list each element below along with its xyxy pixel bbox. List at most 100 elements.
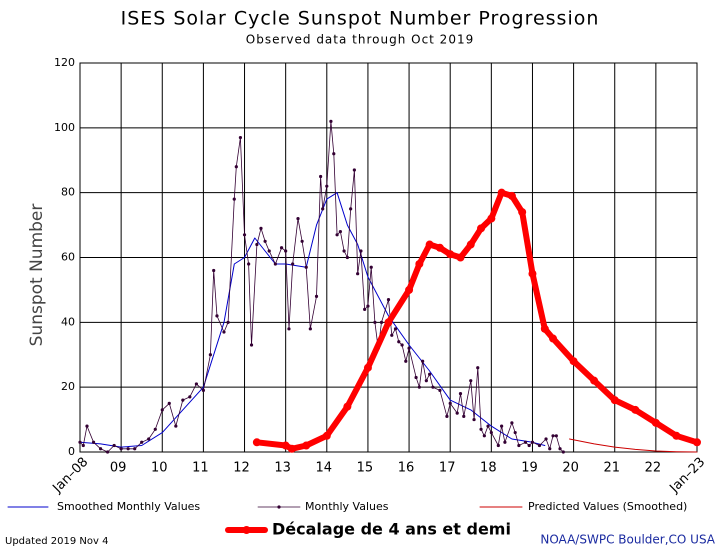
x-tick-label: 09 bbox=[110, 461, 127, 476]
data-point bbox=[407, 346, 411, 350]
data-point bbox=[500, 424, 504, 428]
data-point bbox=[554, 434, 558, 438]
data-point bbox=[105, 450, 110, 454]
data-point bbox=[325, 184, 329, 188]
data-point bbox=[255, 242, 259, 247]
data-point bbox=[558, 447, 562, 451]
data-point bbox=[472, 417, 476, 422]
data-point bbox=[651, 418, 660, 427]
data-point bbox=[507, 191, 516, 200]
data-point bbox=[363, 307, 367, 311]
data-point bbox=[91, 440, 96, 444]
data-point bbox=[153, 427, 157, 431]
data-point bbox=[273, 262, 277, 266]
data-point bbox=[482, 434, 486, 438]
data-point bbox=[85, 424, 89, 428]
data-point bbox=[486, 424, 490, 428]
chart-title: ISES Solar Cycle Sunspot Number Progress… bbox=[121, 8, 600, 30]
data-point bbox=[147, 437, 151, 441]
data-point bbox=[363, 363, 372, 372]
data-point bbox=[590, 376, 599, 385]
x-tick-label: 13 bbox=[274, 461, 291, 476]
data-point bbox=[527, 443, 531, 448]
data-point bbox=[425, 240, 434, 249]
data-point bbox=[222, 330, 226, 334]
data-point bbox=[343, 402, 352, 411]
data-point bbox=[369, 265, 373, 269]
data-point bbox=[359, 249, 363, 253]
data-point bbox=[405, 285, 414, 294]
data-point bbox=[445, 414, 449, 418]
data-point bbox=[160, 408, 164, 412]
data-point bbox=[610, 396, 619, 405]
data-point bbox=[421, 359, 425, 363]
data-point bbox=[302, 441, 311, 450]
y-tick-label: 80 bbox=[61, 186, 75, 199]
data-point bbox=[479, 427, 483, 431]
data-point bbox=[356, 272, 360, 276]
data-point bbox=[672, 431, 681, 440]
x-tick-label: 20 bbox=[562, 461, 579, 476]
data-point bbox=[530, 440, 535, 444]
data-point bbox=[174, 424, 178, 428]
data-point bbox=[458, 392, 463, 396]
data-point bbox=[308, 327, 312, 331]
data-point bbox=[226, 320, 230, 324]
data-point bbox=[329, 119, 333, 123]
data-point bbox=[540, 324, 549, 333]
data-point bbox=[561, 450, 565, 454]
data-point bbox=[466, 240, 475, 249]
data-point bbox=[322, 431, 331, 440]
data-point bbox=[404, 359, 408, 363]
data-point bbox=[335, 233, 339, 237]
data-point bbox=[517, 443, 521, 448]
data-point bbox=[424, 379, 428, 383]
x-tick-label: 11 bbox=[192, 461, 209, 476]
plot-frame bbox=[79, 62, 698, 453]
data-point bbox=[503, 440, 507, 444]
data-point bbox=[551, 434, 555, 438]
x-tick-label: 12 bbox=[233, 461, 250, 476]
legend-label: Monthly Values bbox=[305, 500, 389, 513]
data-point bbox=[544, 437, 548, 441]
data-point bbox=[528, 269, 537, 278]
data-point bbox=[181, 398, 185, 402]
data-point bbox=[497, 188, 506, 197]
y-tick-label: 60 bbox=[61, 251, 75, 264]
data-point bbox=[523, 440, 528, 444]
data-point bbox=[352, 168, 356, 172]
data-point bbox=[281, 441, 290, 450]
data-point bbox=[263, 239, 267, 243]
x-tick-label: 16 bbox=[398, 461, 415, 476]
data-point bbox=[133, 447, 137, 451]
data-point bbox=[438, 388, 442, 393]
data-point bbox=[548, 447, 552, 451]
data-point bbox=[279, 246, 284, 250]
data-point bbox=[291, 262, 295, 266]
data-point bbox=[549, 334, 558, 343]
data-point bbox=[98, 447, 103, 451]
data-point bbox=[208, 353, 212, 357]
x-tick-label: 21 bbox=[603, 461, 620, 476]
footer-credit: NOAA/SWPC Boulder,CO USA bbox=[540, 533, 715, 547]
data-point bbox=[414, 375, 418, 380]
data-point bbox=[287, 327, 291, 331]
data-point bbox=[446, 250, 455, 259]
data-point bbox=[631, 405, 640, 414]
data-point bbox=[314, 294, 319, 298]
data-point bbox=[304, 265, 308, 269]
y-tick-label: 120 bbox=[54, 56, 75, 69]
series-line bbox=[79, 121, 564, 453]
series-line bbox=[253, 189, 700, 452]
legend-label: Décalage de 4 ans et demi bbox=[272, 520, 511, 539]
x-tick-label: 22 bbox=[645, 461, 662, 476]
data-point bbox=[201, 388, 205, 393]
footer-updated: Updated 2019 Nov 4 bbox=[5, 536, 108, 547]
data-point bbox=[215, 314, 219, 318]
data-point bbox=[259, 226, 263, 230]
data-point bbox=[455, 411, 459, 415]
data-point bbox=[435, 243, 444, 252]
x-tick-label: 19 bbox=[521, 461, 538, 476]
data-point bbox=[300, 239, 304, 243]
